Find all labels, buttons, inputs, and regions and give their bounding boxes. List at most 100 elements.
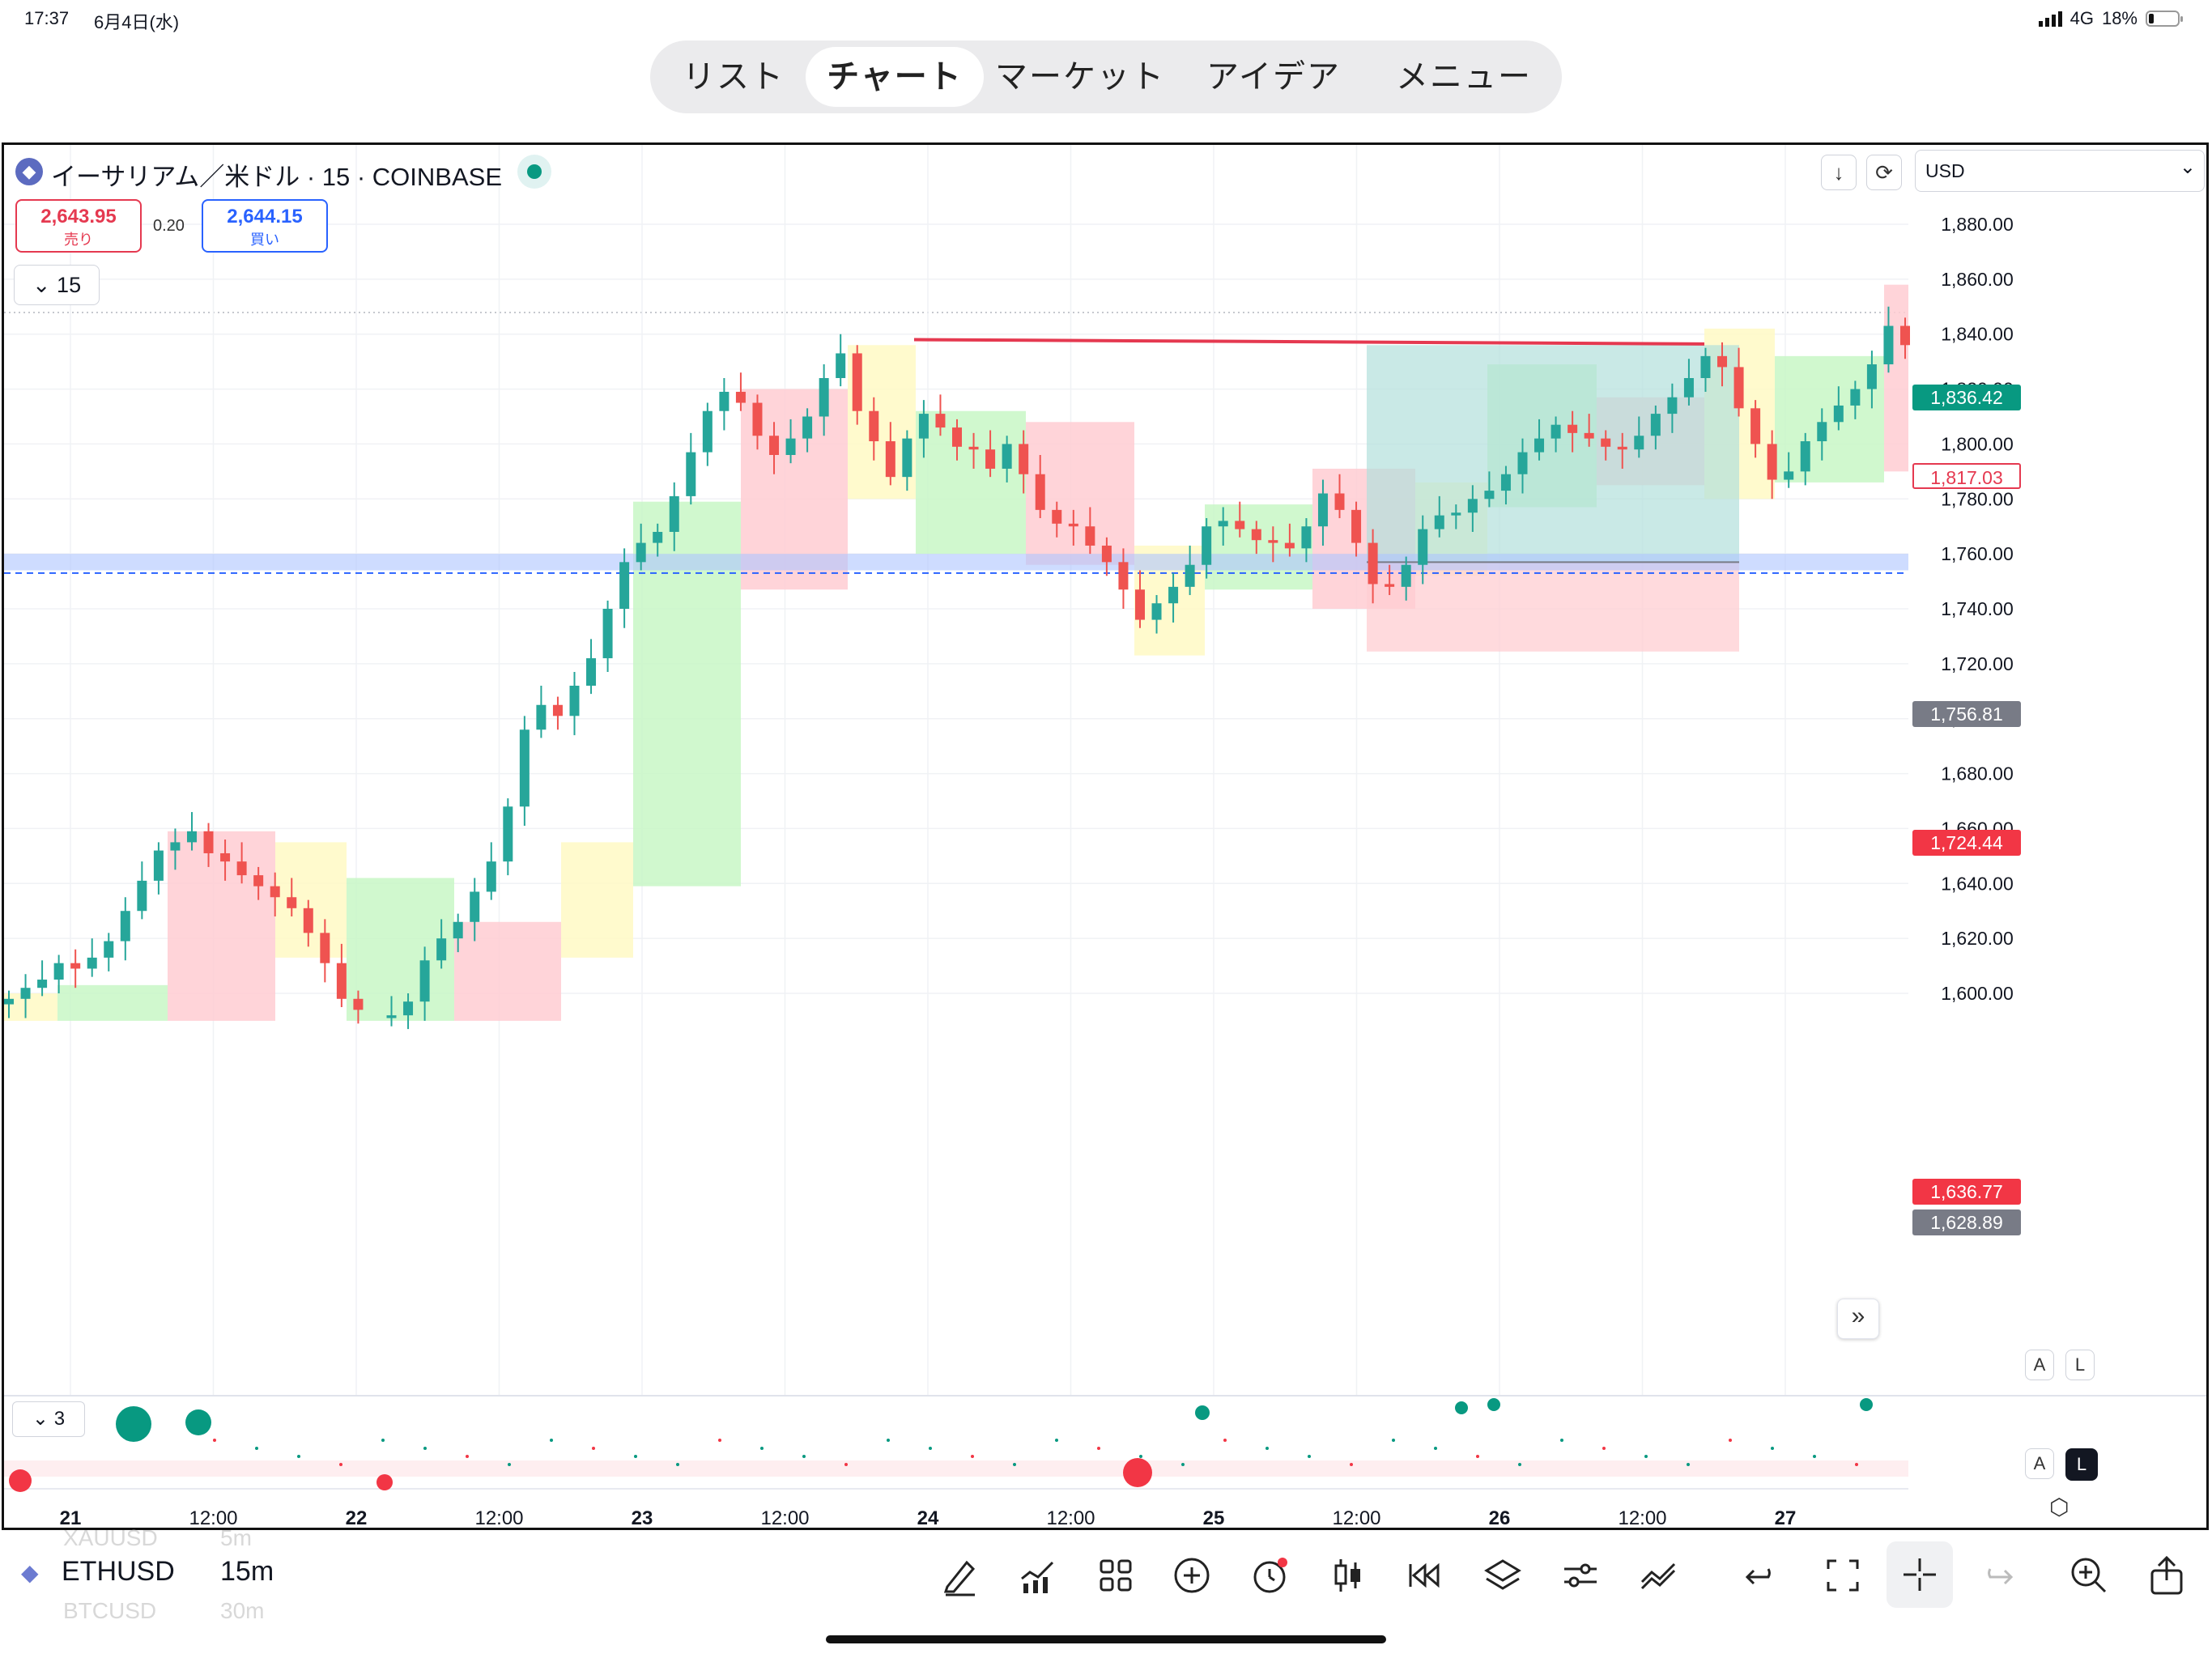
tab-ideas[interactable]: アイデア [1206, 59, 1341, 95]
candle-body [1551, 424, 1561, 439]
indicator-point [466, 1455, 469, 1458]
price-axis-label: 1,740.00 [1941, 598, 2014, 619]
indicator-marker [1123, 1458, 1152, 1487]
candle-body [153, 850, 164, 881]
share-icon[interactable] [2146, 1554, 2188, 1596]
candle-body [1833, 405, 1844, 423]
compare-icon[interactable]: ⟳ [1866, 155, 1902, 190]
indicator-point [1687, 1463, 1690, 1466]
candle-body [20, 988, 31, 999]
tab-chart[interactable]: チャート [806, 47, 984, 107]
candle-body [735, 391, 746, 403]
candle-body [935, 414, 946, 428]
add-circle-icon[interactable] [1171, 1554, 1213, 1596]
candle-body [1202, 526, 1212, 565]
fullscreen-icon[interactable] [1822, 1554, 1864, 1596]
trading-icon[interactable] [1637, 1554, 1679, 1596]
indicator-point [1729, 1439, 1732, 1442]
arrow-down-icon[interactable]: ↓ [1821, 155, 1857, 190]
alert-clock-icon[interactable] [1249, 1554, 1291, 1596]
candle-body [1900, 325, 1910, 346]
candle-body [852, 353, 862, 411]
price-axis-label: 1,620.00 [1941, 928, 2014, 949]
candle-body [1883, 325, 1894, 365]
indicator-point [1518, 1463, 1521, 1466]
indicator-marker [376, 1474, 393, 1490]
candle-body [1850, 389, 1861, 406]
price-axis-label: 1,800.00 [1941, 433, 2014, 454]
candle-body [902, 438, 912, 478]
candle-body [1351, 509, 1362, 543]
candle-body [1500, 474, 1511, 491]
indicator-point [887, 1439, 890, 1442]
candle-body [303, 908, 313, 933]
pane-auto-button[interactable]: A [2025, 1448, 2054, 1479]
candlestick-icon[interactable] [1326, 1554, 1368, 1596]
candle-body [1733, 367, 1744, 409]
replay-icon[interactable] [1404, 1554, 1446, 1596]
sell-button[interactable]: 2,643.95 売り [15, 199, 142, 253]
candle-body [1251, 529, 1261, 541]
buy-button[interactable]: 2,644.15 買い [202, 199, 328, 253]
session-box [561, 842, 633, 958]
candle-body [1401, 564, 1411, 587]
indicators-icon[interactable] [1017, 1554, 1059, 1596]
candle-body [1019, 444, 1029, 474]
candle-body [1617, 446, 1627, 450]
layers-icon[interactable] [1482, 1554, 1524, 1596]
bottom-symbol[interactable]: ETHUSD [62, 1556, 175, 1587]
candle-body [1484, 491, 1495, 500]
drawing-pen-icon[interactable] [939, 1554, 981, 1596]
status-time: 17:37 [24, 8, 70, 28]
price-axis-label: 1,880.00 [1941, 214, 2014, 235]
symbol-title[interactable]: イーサリアム／米ドル · 15 · COINBASE [51, 163, 502, 191]
scroll-to-realtime-icon[interactable]: » [1837, 1299, 1879, 1339]
buy-label: 買い [250, 232, 279, 248]
session-box [454, 921, 561, 1021]
tab-menu[interactable]: メニュー [1396, 59, 1532, 95]
indicator-point [718, 1439, 721, 1442]
indicator-point [760, 1447, 764, 1450]
zoom-in-icon[interactable] [2068, 1554, 2110, 1596]
candle-body [1068, 523, 1078, 527]
interval-toggle[interactable]: ⌄ 15 [14, 265, 100, 305]
indicator-point [929, 1447, 932, 1450]
candle-body [1168, 586, 1179, 604]
candle-body [952, 427, 962, 447]
session-box [347, 878, 454, 1021]
indicator-point [1476, 1455, 1479, 1458]
log-scale-button[interactable]: L [2065, 1350, 2095, 1380]
candle-body [220, 852, 231, 862]
currency-select[interactable]: USD ⌄ [1915, 150, 2205, 192]
price-chart[interactable]: 1,880.001,860.001,840.001,820.001,800.00… [4, 145, 2209, 1530]
auto-scale-button[interactable]: A [2025, 1350, 2054, 1380]
settings-sliders-icon[interactable] [1559, 1554, 1602, 1596]
candle-body [1151, 603, 1162, 620]
candle-body [1700, 355, 1711, 378]
candle-body [686, 452, 696, 496]
undo-icon[interactable] [1741, 1554, 1783, 1596]
settings-icon[interactable]: ⬡ [2049, 1494, 2069, 1520]
indicator-toggle[interactable]: ⌄ 3 [12, 1401, 85, 1437]
redo-icon[interactable] [1976, 1554, 2018, 1596]
candle-body [104, 941, 114, 958]
market-status-indicator [517, 155, 551, 189]
layout-grid-icon[interactable] [1095, 1554, 1137, 1596]
time-axis-label: 12:00 [1046, 1507, 1095, 1529]
ethereum-icon: ◆ [15, 158, 43, 185]
price-axis-label: 1,860.00 [1941, 269, 2014, 290]
price-axis-label: 1,760.00 [1941, 543, 2014, 564]
crosshair-button[interactable] [1887, 1541, 1953, 1608]
price-tag-last: 1,836.42 [1912, 385, 2021, 410]
tab-market[interactable]: マーケット [995, 59, 1165, 95]
indicator-point [550, 1439, 553, 1442]
price-axis-label: 1,840.00 [1941, 324, 2014, 345]
chart-container[interactable]: 1,880.001,860.001,840.001,820.001,800.00… [2, 142, 2209, 1530]
pane-log-button[interactable]: L [2065, 1448, 2098, 1481]
time-axis-label: 12:00 [1618, 1507, 1666, 1529]
indicator-point [1813, 1455, 1816, 1458]
bottom-timeframe[interactable]: 15m [220, 1556, 274, 1587]
tab-list[interactable]: リスト [683, 59, 785, 95]
candle-body [1683, 378, 1694, 397]
time-axis-label: 27 [1775, 1507, 1797, 1529]
